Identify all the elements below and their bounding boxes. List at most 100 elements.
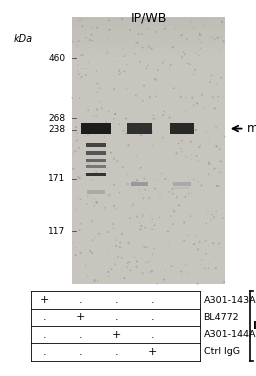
Point <box>192 24 196 30</box>
Point <box>125 62 129 68</box>
Point <box>90 177 94 183</box>
Bar <box>72 30 225 35</box>
Point <box>204 17 208 23</box>
Bar <box>72 70 225 75</box>
Point <box>75 130 79 136</box>
Point <box>158 214 162 220</box>
Bar <box>72 253 225 257</box>
Point <box>188 253 192 259</box>
Point <box>77 145 81 151</box>
Point <box>79 221 83 227</box>
Point <box>135 258 139 264</box>
Point <box>169 102 173 108</box>
Bar <box>72 164 225 168</box>
Point <box>156 67 160 73</box>
Text: .: . <box>43 330 47 340</box>
Bar <box>72 230 225 235</box>
Point <box>180 138 184 144</box>
Point <box>159 171 163 177</box>
Point <box>172 207 176 213</box>
Point <box>154 77 158 83</box>
Point <box>113 111 117 117</box>
Point <box>161 135 165 141</box>
Point <box>185 36 189 42</box>
Point <box>143 187 147 193</box>
Text: .: . <box>151 312 154 322</box>
Bar <box>72 266 225 271</box>
Point <box>154 29 158 35</box>
Point <box>189 156 193 162</box>
Text: .: . <box>115 295 118 305</box>
Point <box>151 112 155 118</box>
Point <box>106 47 110 53</box>
Point <box>180 54 184 60</box>
Point <box>87 60 91 66</box>
Point <box>180 273 184 279</box>
Point <box>94 200 98 206</box>
Point <box>212 166 216 172</box>
Bar <box>72 115 225 119</box>
Point <box>86 193 90 199</box>
Point <box>204 251 208 257</box>
Point <box>78 95 82 101</box>
Point <box>207 243 211 249</box>
Bar <box>72 84 225 88</box>
Point <box>182 238 186 244</box>
Point <box>143 225 147 231</box>
Point <box>209 229 214 235</box>
Point <box>81 52 85 58</box>
Point <box>185 232 189 238</box>
Text: .: . <box>79 295 82 305</box>
Point <box>142 83 146 89</box>
Point <box>122 68 126 74</box>
Bar <box>72 124 225 128</box>
Bar <box>72 155 225 159</box>
Point <box>177 89 181 95</box>
Point <box>204 128 208 134</box>
Point <box>89 32 93 38</box>
Point <box>81 173 85 179</box>
Point <box>73 148 77 154</box>
Point <box>211 240 216 246</box>
Point <box>187 191 191 197</box>
Point <box>142 49 146 55</box>
Point <box>114 237 118 243</box>
Point <box>95 81 100 87</box>
Bar <box>72 61 225 66</box>
Point <box>106 217 110 223</box>
Bar <box>72 262 225 266</box>
Bar <box>72 275 225 279</box>
Point <box>109 266 113 272</box>
Point <box>124 115 128 121</box>
Point <box>87 44 91 50</box>
Bar <box>72 17 225 284</box>
Point <box>189 139 193 145</box>
Point <box>135 40 140 46</box>
Bar <box>72 240 225 244</box>
Point <box>189 189 193 195</box>
Bar <box>86 159 106 162</box>
Point <box>144 260 148 266</box>
Point <box>192 241 196 247</box>
Point <box>184 153 188 159</box>
Text: +: + <box>148 347 157 357</box>
Point <box>201 22 205 28</box>
Point <box>145 26 149 32</box>
Point <box>90 24 94 30</box>
Point <box>197 144 201 150</box>
Point <box>153 115 157 121</box>
Point <box>120 255 124 261</box>
Point <box>214 125 218 131</box>
Point <box>213 36 217 42</box>
Point <box>125 240 129 246</box>
Point <box>92 85 96 91</box>
Point <box>140 31 144 37</box>
Bar <box>72 106 225 111</box>
Point <box>147 195 151 201</box>
Point <box>218 170 222 176</box>
Point <box>77 71 81 77</box>
Point <box>163 176 167 182</box>
Point <box>125 171 129 177</box>
Point <box>179 146 183 152</box>
Point <box>104 119 108 125</box>
